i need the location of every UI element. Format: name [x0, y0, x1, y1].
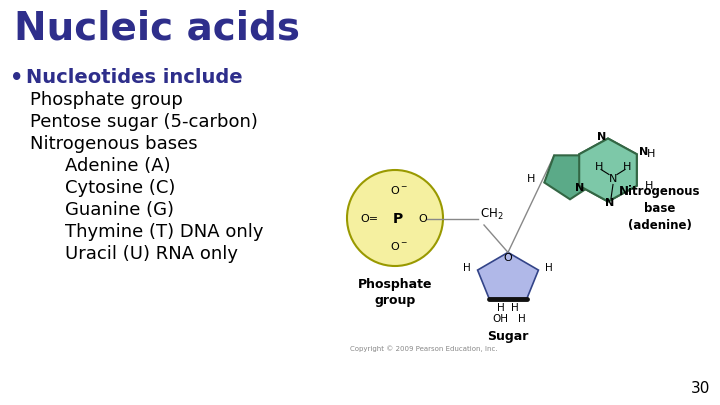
Text: O: O: [418, 214, 428, 224]
Text: H: H: [526, 174, 535, 184]
Text: H: H: [546, 263, 553, 273]
Text: Copyright © 2009 Pearson Education, Inc.: Copyright © 2009 Pearson Education, Inc.: [350, 345, 498, 352]
Text: Guanine (G): Guanine (G): [65, 201, 174, 219]
Text: Phosphate
group: Phosphate group: [358, 278, 432, 307]
Text: Adenine (A): Adenine (A): [65, 157, 171, 175]
Polygon shape: [544, 156, 595, 199]
Text: Phosphate group: Phosphate group: [30, 91, 183, 109]
Text: Nucleotides include: Nucleotides include: [26, 68, 243, 87]
Text: O: O: [503, 254, 513, 263]
Polygon shape: [579, 139, 636, 202]
Text: CH$_2$: CH$_2$: [480, 207, 503, 222]
Text: OH: OH: [492, 313, 508, 324]
Text: H: H: [647, 149, 655, 159]
Text: N: N: [597, 132, 606, 141]
Text: N: N: [606, 198, 615, 209]
Text: Sugar: Sugar: [487, 330, 528, 343]
Text: N: N: [639, 147, 648, 157]
Text: N: N: [609, 175, 617, 185]
Text: H: H: [518, 313, 526, 324]
Text: N: N: [575, 183, 584, 193]
Text: Uracil (U) RNA only: Uracil (U) RNA only: [65, 245, 238, 263]
Circle shape: [347, 170, 443, 266]
Text: Nitrogenous bases: Nitrogenous bases: [30, 135, 197, 153]
Text: Pentose sugar (5-carbon): Pentose sugar (5-carbon): [30, 113, 258, 131]
Text: Cytosine (C): Cytosine (C): [65, 179, 176, 197]
Text: O=: O=: [360, 214, 378, 224]
Text: H: H: [498, 303, 505, 313]
Polygon shape: [477, 252, 539, 299]
Text: Nitrogenous
base
(adenine): Nitrogenous base (adenine): [619, 185, 701, 232]
Text: H: H: [645, 181, 653, 191]
Text: Thymine (T) DNA only: Thymine (T) DNA only: [65, 223, 264, 241]
Text: O$^-$: O$^-$: [390, 240, 408, 252]
Text: 30: 30: [690, 381, 710, 396]
Text: H: H: [595, 162, 603, 173]
Text: H: H: [623, 162, 631, 173]
Text: P: P: [393, 212, 403, 226]
Text: H: H: [463, 263, 471, 273]
Polygon shape: [579, 139, 636, 202]
Text: •: •: [10, 68, 23, 88]
Text: O$^-$: O$^-$: [390, 184, 408, 196]
Text: Nucleic acids: Nucleic acids: [14, 10, 300, 48]
Text: H: H: [511, 303, 519, 313]
